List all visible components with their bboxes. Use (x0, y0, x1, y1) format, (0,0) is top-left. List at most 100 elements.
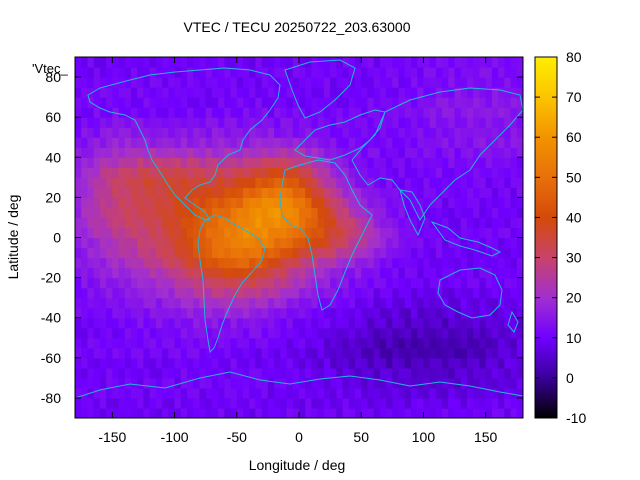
heatmap-cell (305, 377, 313, 389)
heatmap-cell (112, 237, 120, 249)
heatmap-cell (467, 357, 474, 369)
heatmap-cell (137, 377, 145, 389)
heatmap-cell (274, 57, 281, 68)
heatmap-cell (429, 287, 437, 299)
heatmap-cell (442, 267, 449, 279)
heatmap-cell (498, 397, 505, 409)
heatmap-cell (330, 97, 337, 108)
heatmap-cell (267, 377, 275, 389)
heatmap-cell (392, 167, 400, 178)
heatmap-cell (498, 67, 505, 78)
heatmap-cell (442, 367, 449, 379)
heatmap-cell (411, 67, 418, 78)
heatmap-cell (305, 337, 313, 349)
heatmap-cell (330, 117, 337, 128)
heatmap-cell (379, 187, 387, 198)
heatmap-cell (218, 307, 225, 319)
heatmap-cell (249, 217, 257, 229)
heatmap-cell (93, 77, 101, 88)
heatmap-cell (516, 57, 523, 68)
heatmap-cell (180, 257, 188, 269)
heatmap-cell (379, 217, 387, 229)
heatmap-cell (205, 347, 213, 359)
heatmap-cell (267, 67, 275, 78)
heatmap-cell (81, 367, 89, 379)
heatmap-cell (112, 407, 120, 418)
heatmap-cell (460, 77, 468, 88)
heatmap-cell (174, 137, 182, 148)
heatmap-cell (473, 337, 481, 349)
heatmap-cell (361, 147, 369, 158)
heatmap-cell (473, 77, 481, 88)
heatmap-cell (124, 377, 132, 389)
heatmap-cell (330, 397, 337, 409)
colorbar-tick-label: -10 (566, 410, 586, 426)
heatmap-cell (323, 117, 331, 128)
heatmap-cell (379, 107, 387, 118)
heatmap-cell (336, 227, 344, 239)
heatmap-cell (87, 337, 95, 349)
heatmap-cell (193, 377, 201, 389)
heatmap-cell (99, 407, 107, 418)
heatmap-cell (75, 97, 82, 108)
heatmap-cell (187, 237, 194, 249)
heatmap-cell (93, 57, 101, 68)
heatmap-cell (516, 407, 523, 418)
heatmap-cell (398, 227, 406, 239)
heatmap-cell (429, 237, 437, 249)
heatmap-cell (317, 397, 325, 409)
heatmap-cell (510, 137, 518, 148)
heatmap-cell (299, 237, 306, 249)
heatmap-cell (379, 397, 387, 409)
heatmap-cell (498, 357, 505, 369)
heatmap-cell (348, 197, 356, 209)
heatmap-cell (473, 287, 481, 299)
heatmap-cell (373, 407, 381, 418)
heatmap-cell (355, 97, 362, 108)
heatmap-cell (516, 267, 523, 279)
heatmap-cell (423, 107, 431, 118)
heatmap-cell (336, 87, 344, 98)
heatmap-cell (498, 217, 505, 229)
heatmap-cell (149, 167, 157, 178)
heatmap-cell (504, 407, 512, 418)
heatmap-cell (423, 367, 431, 379)
heatmap-cell (498, 207, 505, 219)
heatmap-cell (479, 267, 487, 279)
heatmap-cell (479, 197, 487, 209)
heatmap-cell (361, 327, 369, 339)
heatmap-cell (348, 367, 356, 379)
heatmap-cell (379, 387, 387, 399)
heatmap-cell (81, 127, 89, 138)
heatmap-cell (423, 227, 431, 239)
heatmap-cell (491, 267, 499, 279)
heatmap-cell (118, 317, 126, 329)
heatmap-cell (255, 247, 263, 259)
heatmap-cell (255, 357, 263, 369)
heatmap-cell (274, 217, 281, 229)
heatmap-cell (423, 327, 431, 339)
heatmap-cell (174, 217, 182, 229)
heatmap-cell (280, 327, 288, 339)
heatmap-cell (423, 357, 431, 369)
heatmap-cell (224, 57, 232, 68)
heatmap-cell (87, 397, 95, 409)
heatmap-cell (224, 397, 232, 409)
heatmap-cell (442, 187, 449, 198)
heatmap-cell (106, 297, 113, 309)
heatmap-cell (168, 407, 176, 418)
heatmap-cell (224, 127, 232, 138)
heatmap-cell (392, 317, 400, 329)
heatmap-cell (417, 97, 425, 108)
heatmap-cell (367, 207, 375, 219)
heatmap-cell (392, 137, 400, 148)
heatmap-cell (199, 157, 207, 168)
heatmap-cell (149, 207, 157, 219)
heatmap-cell (305, 147, 313, 158)
heatmap-cell (112, 297, 120, 309)
heatmap-cell (224, 147, 232, 158)
heatmap-cell (137, 267, 145, 279)
heatmap-cell (485, 57, 493, 68)
heatmap-cell (411, 307, 418, 319)
heatmap-cell (299, 77, 306, 88)
